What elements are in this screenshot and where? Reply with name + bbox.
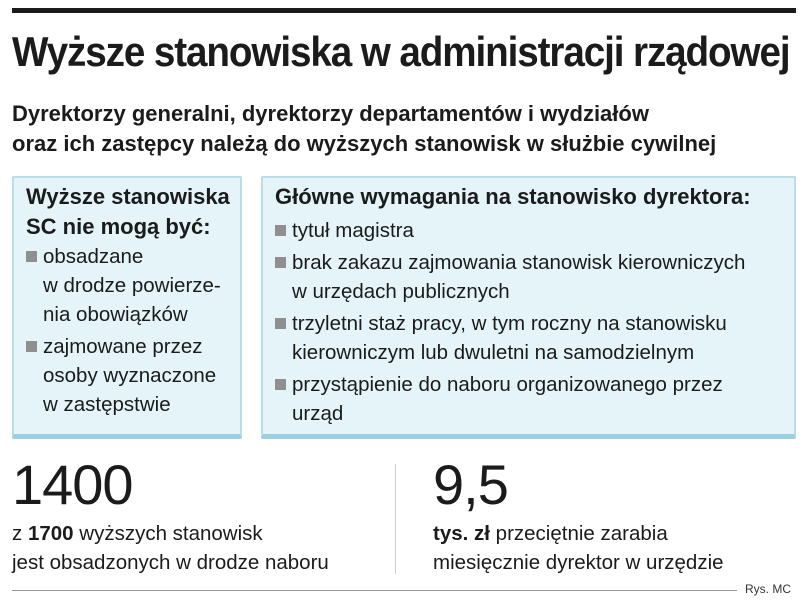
square-bullet-icon <box>275 225 286 236</box>
list-item: zajmowane przez osoby wyznaczone w zastę… <box>26 332 241 419</box>
page-title: Wyższe stanowiska w administracji rządow… <box>12 28 791 75</box>
item-line: nia obowiązków <box>43 303 188 326</box>
item-line: zajmowane przez <box>43 335 203 358</box>
stat-positions-filled: 1400 z 1700 wyższych stanowisk jest obsa… <box>12 455 329 577</box>
stat-line: tys. zł przeciętnie zarabia <box>433 519 724 548</box>
item-line: w drodze powierze- <box>43 274 221 297</box>
square-bullet-icon <box>275 379 286 390</box>
item-line: w urzędach publicznych <box>292 280 510 303</box>
square-bullet-icon <box>26 251 37 262</box>
stat-line: jest obsadzonych w drodze naboru <box>12 551 329 574</box>
credit: Rys. MC <box>745 582 791 596</box>
item-line: urząd <box>292 402 344 425</box>
stat-highlight: tys. zł <box>433 522 490 545</box>
stat-number: 9,5 <box>433 453 509 516</box>
item-line: osoby wyznaczone <box>43 364 217 387</box>
requirements-heading: Główne wymagania na stanowisko dyrektora… <box>275 184 751 209</box>
heading-line: Wyższe stanowiska <box>26 184 230 209</box>
list-item: brak zakazu zajmowania stanowisk kierown… <box>275 248 790 306</box>
vertical-divider <box>395 464 396 574</box>
stat-text-prefix: z <box>12 522 28 545</box>
subtitle: Dyrektorzy generalni, dyrektorzy departa… <box>12 99 792 159</box>
stat-line: z 1700 wyższych stanowisk <box>12 519 329 548</box>
stat-text-rest: przeciętnie zarabia <box>489 522 668 545</box>
restrictions-box: Wyższe stanowiska SC nie mogą być: obsad… <box>12 176 242 439</box>
list-item: przystąpienie do naboru organizowanego p… <box>275 370 790 428</box>
stat-description: z 1700 wyższych stanowisk jest obsadzony… <box>12 519 329 577</box>
top-rule <box>12 8 796 13</box>
square-bullet-icon <box>26 341 37 352</box>
heading-line: SC nie mogą być: <box>26 214 211 239</box>
stat-text-rest: wyższych stanowisk <box>73 522 263 545</box>
subtitle-line: Dyrektorzy generalni, dyrektorzy departa… <box>12 101 649 126</box>
stat-line: miesięcznie dyrektor w urzędzie <box>433 551 724 574</box>
item-line: kierowniczym lub dwuletni na samodzielny… <box>292 341 695 364</box>
requirements-list: tytuł magistra brak zakazu zajmowania st… <box>275 216 790 431</box>
list-item: trzyletni staż pracy, w tym roczny na st… <box>275 309 790 367</box>
item-line: tytuł magistra <box>292 219 414 242</box>
restrictions-list: obsadzane w drodze powierze- nia obowiąz… <box>26 242 241 422</box>
list-item: obsadzane w drodze powierze- nia obowiąz… <box>26 242 241 329</box>
subtitle-line: oraz ich zastępcy należą do wyższych sta… <box>12 131 717 156</box>
list-item: tytuł magistra <box>275 216 790 245</box>
stat-salary: 9,5 tys. zł przeciętnie zarabia miesięcz… <box>433 455 724 577</box>
stat-number: 1400 <box>12 453 134 516</box>
stat-highlight: 1700 <box>27 522 74 545</box>
item-line: przystąpienie do naboru organizowanego p… <box>292 373 723 396</box>
item-line: obsadzane <box>43 245 144 268</box>
item-line: w zastępstwie <box>43 393 171 416</box>
item-line: trzyletni staż pracy, w tym roczny na st… <box>292 312 727 335</box>
bottom-rule <box>12 590 737 591</box>
square-bullet-icon <box>275 257 286 268</box>
requirements-box: Główne wymagania na stanowisko dyrektora… <box>261 176 796 439</box>
restrictions-heading: Wyższe stanowiska SC nie mogą być: <box>26 182 230 242</box>
item-line: brak zakazu zajmowania stanowisk kierown… <box>292 251 746 274</box>
stat-description: tys. zł przeciętnie zarabia miesięcznie … <box>433 519 724 577</box>
square-bullet-icon <box>275 318 286 329</box>
